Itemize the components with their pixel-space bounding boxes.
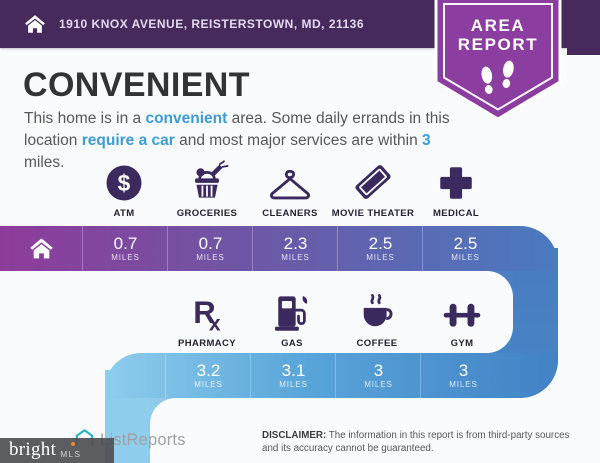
distance-band-1: 0.7 MILES 0.7 MILES 2.3 MILES 2.5 MILES 2.5 M… (0, 226, 558, 271)
badge-title-line2: REPORT (457, 35, 539, 54)
ribbon-inner-cutout (0, 271, 513, 353)
band-home-icon (0, 226, 82, 271)
badge-shield (434, 0, 562, 121)
amenity-cleaners: CLEANERS (247, 158, 333, 219)
amenity-gas: GAS (249, 288, 335, 349)
dumbbell-icon (419, 288, 505, 334)
distance-gym: 3 MILES (420, 353, 506, 398)
atm-icon: $ (81, 158, 167, 204)
distance-pharmacy: 3.2 MILES (165, 353, 251, 398)
footprints-icon (476, 57, 520, 108)
amenity-groceries: GROCERIES (164, 158, 250, 219)
disclaimer-label: DISCLAIMER: (262, 430, 327, 441)
area-report-badge: AREA REPORT (433, 0, 563, 130)
medical-cross-icon (413, 158, 499, 204)
svg-text:x: x (209, 312, 221, 334)
rx-icon: R x (164, 288, 250, 334)
walkability-rating-title: CONVENIENT (23, 66, 250, 104)
amenity-coffee: COFFEE (334, 288, 420, 349)
svg-text:R: R (193, 295, 216, 330)
highlight-miles: 3 (422, 132, 431, 149)
svg-text:$: $ (118, 170, 131, 196)
walkability-description: This home is in a convenient area. Some … (24, 110, 450, 171)
listreports-wordmark: ListReports (100, 431, 186, 449)
home-icon (23, 13, 47, 35)
bright-mls-logo: bright MLS (0, 438, 114, 463)
amenity-pharmacy: R x PHARMACY (164, 288, 250, 349)
gas-pump-icon (249, 288, 335, 334)
property-address: 1910 KNOX AVENUE, REISTERSTOWN, MD, 2113… (59, 17, 365, 31)
distance-cleaners: 2.3 MILES (252, 226, 338, 271)
amenity-gym: GYM (419, 288, 505, 349)
distance-groceries: 0.7 MILES (167, 226, 253, 271)
distance-gas: 3.1 MILES (250, 353, 336, 398)
amenity-atm: $ ATM (81, 158, 167, 219)
distance-medical: 2.5 MILES (422, 226, 508, 271)
amenity-movie-theater: MOVIE THEATER (330, 158, 416, 219)
ribbon-inner-cutout (150, 398, 600, 463)
groceries-icon (164, 158, 250, 204)
distance-band-2: 3.2 MILES 3.1 MILES 3 MILES 3 MILES (105, 353, 558, 398)
hanger-icon (247, 158, 333, 204)
distance-coffee: 3 MILES (335, 353, 421, 398)
distance-movie-theater: 2.5 MILES (337, 226, 423, 271)
badge-title-line1: AREA (470, 16, 526, 35)
disclaimer-text: DISCLAIMER: The information in this repo… (262, 430, 570, 455)
distance-atm: 0.7 MILES (82, 226, 168, 271)
highlight-require-a-car: require a car (81, 132, 175, 149)
amenity-medical: MEDICAL (413, 158, 499, 219)
bright-wordmark: bright (9, 439, 57, 460)
bright-accent-dot (71, 442, 75, 446)
header-corner-block (567, 0, 600, 55)
mls-suffix: MLS (60, 448, 82, 459)
ticket-icon (330, 158, 416, 204)
coffee-cup-icon (334, 288, 420, 334)
highlight-convenient: convenient (145, 110, 228, 127)
